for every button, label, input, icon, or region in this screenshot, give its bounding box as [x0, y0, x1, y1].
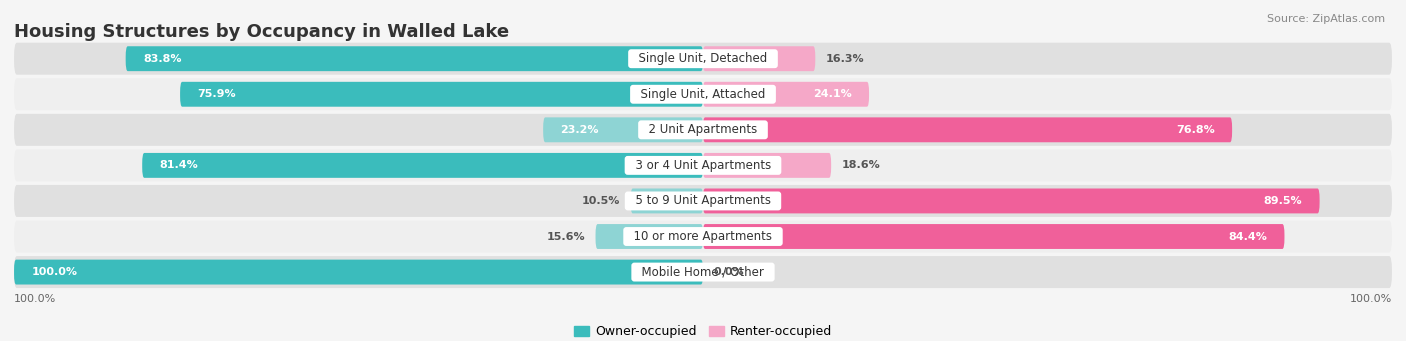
FancyBboxPatch shape	[14, 149, 1392, 181]
FancyBboxPatch shape	[180, 82, 703, 107]
Text: Single Unit, Attached: Single Unit, Attached	[633, 88, 773, 101]
Text: 5 to 9 Unit Apartments: 5 to 9 Unit Apartments	[627, 194, 779, 207]
Text: 76.8%: 76.8%	[1177, 125, 1215, 135]
Text: 100.0%: 100.0%	[1350, 294, 1392, 304]
Text: 23.2%: 23.2%	[561, 125, 599, 135]
Text: 18.6%: 18.6%	[841, 160, 880, 170]
Text: 81.4%: 81.4%	[159, 160, 198, 170]
FancyBboxPatch shape	[703, 189, 1320, 213]
Text: 0.0%: 0.0%	[713, 267, 744, 277]
FancyBboxPatch shape	[543, 117, 703, 142]
Legend: Owner-occupied, Renter-occupied: Owner-occupied, Renter-occupied	[574, 325, 832, 338]
Text: 3 or 4 Unit Apartments: 3 or 4 Unit Apartments	[627, 159, 779, 172]
FancyBboxPatch shape	[14, 256, 1392, 288]
FancyBboxPatch shape	[703, 117, 1232, 142]
Text: Source: ZipAtlas.com: Source: ZipAtlas.com	[1267, 14, 1385, 24]
Text: 10.5%: 10.5%	[582, 196, 620, 206]
Text: 16.3%: 16.3%	[825, 54, 865, 64]
Text: 89.5%: 89.5%	[1264, 196, 1302, 206]
FancyBboxPatch shape	[14, 78, 1392, 110]
FancyBboxPatch shape	[142, 153, 703, 178]
FancyBboxPatch shape	[703, 46, 815, 71]
Text: 83.8%: 83.8%	[143, 54, 181, 64]
FancyBboxPatch shape	[596, 224, 703, 249]
Text: Housing Structures by Occupancy in Walled Lake: Housing Structures by Occupancy in Walle…	[14, 23, 509, 41]
Text: 75.9%: 75.9%	[197, 89, 236, 99]
FancyBboxPatch shape	[125, 46, 703, 71]
Text: Single Unit, Detached: Single Unit, Detached	[631, 52, 775, 65]
FancyBboxPatch shape	[631, 189, 703, 213]
Text: 100.0%: 100.0%	[14, 294, 56, 304]
Text: 24.1%: 24.1%	[813, 89, 852, 99]
FancyBboxPatch shape	[703, 82, 869, 107]
FancyBboxPatch shape	[14, 221, 1392, 252]
Text: 2 Unit Apartments: 2 Unit Apartments	[641, 123, 765, 136]
FancyBboxPatch shape	[14, 260, 703, 284]
FancyBboxPatch shape	[14, 43, 1392, 75]
Text: 15.6%: 15.6%	[547, 232, 585, 241]
Text: Mobile Home / Other: Mobile Home / Other	[634, 266, 772, 279]
Text: 100.0%: 100.0%	[31, 267, 77, 277]
FancyBboxPatch shape	[14, 114, 1392, 146]
FancyBboxPatch shape	[703, 224, 1285, 249]
Text: 84.4%: 84.4%	[1229, 232, 1267, 241]
FancyBboxPatch shape	[14, 185, 1392, 217]
Text: 10 or more Apartments: 10 or more Apartments	[626, 230, 780, 243]
FancyBboxPatch shape	[703, 153, 831, 178]
